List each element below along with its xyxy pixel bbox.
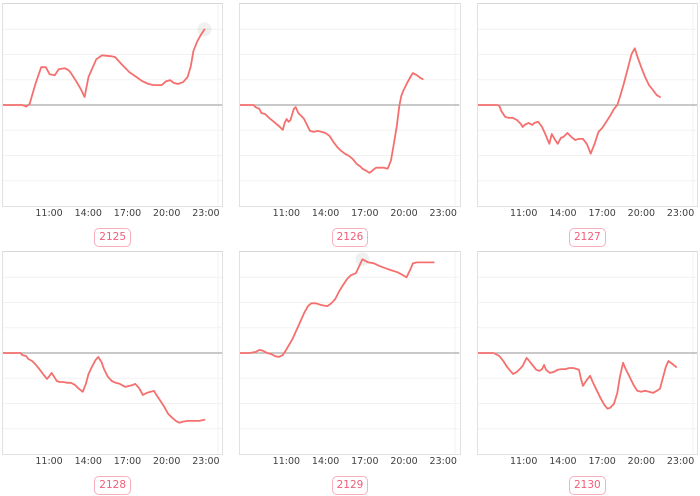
chart-cell-2127: 2127 11:00 14:00 17:00 20:00 23:00 2127 — [476, 0, 698, 248]
x-tick-label: 17:00 — [113, 456, 142, 467]
x-tick-label: 11:00 — [272, 208, 301, 219]
chart-cell-2126: 2126 11:00 14:00 17:00 20:00 23:00 2126 — [239, 0, 461, 248]
x-tick-label: 11:00 — [35, 456, 63, 467]
data-line — [477, 352, 677, 410]
chart-plot-area — [2, 251, 224, 455]
x-tick-label: 11:00 — [510, 456, 538, 467]
line-chart[interactable] — [477, 252, 697, 454]
x-axis: 11:00 14:00 17:00 20:00 23:00 — [2, 456, 223, 469]
chart-cell-2130: 2130 11:00 14:00 17:00 20:00 23:00 2130 — [476, 248, 698, 496]
x-tick-label: 23:00 — [192, 456, 220, 467]
x-tick-label: 14:00 — [549, 208, 577, 219]
x-tick-label: 14:00 — [311, 456, 340, 467]
line-chart[interactable] — [477, 4, 697, 206]
data-line — [240, 258, 435, 358]
data-line — [3, 28, 206, 108]
chart-cell-2129: 2129 11:00 14:00 17:00 20:00 23:00 2129 — [239, 248, 461, 496]
chart-id-badge[interactable]: 2130 — [568, 476, 606, 495]
badge-row: 2129 — [239, 473, 460, 495]
x-tick-label: 11:00 — [272, 456, 301, 467]
x-tick-label: 14:00 — [549, 456, 577, 467]
x-tick-label: 23:00 — [429, 456, 457, 467]
x-tick-label: 20:00 — [627, 208, 656, 219]
x-axis: 11:00 14:00 17:00 20:00 23:00 — [239, 456, 460, 469]
chart-id-badge[interactable]: 2128 — [94, 476, 132, 495]
line-chart[interactable] — [3, 252, 223, 454]
data-line — [3, 352, 206, 424]
x-tick-label: 17:00 — [351, 456, 379, 467]
x-tick-label: 14:00 — [74, 208, 102, 219]
x-tick-label: 20:00 — [627, 456, 656, 467]
x-tick-label: 17:00 — [351, 208, 379, 219]
chart-id-badge[interactable]: 2126 — [331, 228, 369, 247]
chart-id-badge[interactable]: 2129 — [331, 476, 369, 495]
badge-row: 2125 — [2, 225, 223, 247]
chart-plot-area — [2, 3, 224, 207]
chart-id-badge[interactable]: 2127 — [568, 228, 606, 247]
chart-cell-2125: 2125 11:00 14:00 17:00 20:00 23:00 2125 — [2, 0, 224, 248]
x-axis: 11:00 14:00 17:00 20:00 23:00 — [477, 456, 698, 469]
chart-cell-2128: 2128 11:00 14:00 17:00 20:00 23:00 2128 — [2, 248, 224, 496]
x-tick-label: 17:00 — [588, 208, 616, 219]
line-chart[interactable] — [3, 4, 223, 206]
data-line — [477, 47, 661, 155]
badge-row: 2130 — [477, 473, 698, 495]
x-tick-label: 23:00 — [429, 208, 457, 219]
chart-plot-area — [476, 251, 698, 455]
badge-row: 2128 — [2, 473, 223, 495]
chart-plot-area — [239, 251, 461, 455]
x-tick-label: 14:00 — [74, 456, 102, 467]
x-tick-label: 14:00 — [311, 208, 340, 219]
x-tick-label: 20:00 — [390, 208, 418, 219]
x-tick-label: 23:00 — [192, 208, 220, 219]
x-tick-label: 23:00 — [666, 208, 695, 219]
x-axis: 11:00 14:00 17:00 20:00 23:00 — [477, 208, 698, 221]
x-tick-label: 20:00 — [390, 456, 418, 467]
badge-row: 2126 — [239, 225, 460, 247]
chart-id-badge[interactable]: 2125 — [94, 228, 132, 247]
line-chart[interactable] — [240, 4, 460, 206]
badge-row: 2127 — [477, 225, 698, 247]
x-tick-label: 23:00 — [666, 456, 695, 467]
x-tick-label: 11:00 — [510, 208, 538, 219]
x-axis: 11:00 14:00 17:00 20:00 23:00 — [2, 208, 223, 221]
x-tick-label: 20:00 — [153, 456, 181, 467]
x-tick-label: 17:00 — [113, 208, 142, 219]
chart-plot-area — [239, 3, 461, 207]
data-line — [240, 72, 424, 174]
chart-plot-area — [476, 3, 698, 207]
x-axis: 11:00 14:00 17:00 20:00 23:00 — [239, 208, 460, 221]
line-chart[interactable] — [240, 252, 460, 454]
x-tick-label: 17:00 — [588, 456, 616, 467]
x-tick-label: 20:00 — [153, 208, 181, 219]
x-tick-label: 11:00 — [35, 208, 63, 219]
